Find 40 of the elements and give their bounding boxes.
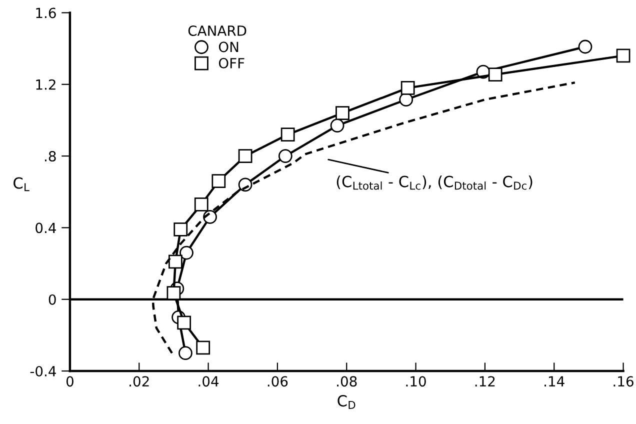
point — [578, 40, 592, 54]
y-tick-label: 1.6 — [36, 8, 56, 18]
point — [194, 197, 208, 212]
point — [168, 254, 182, 269]
text: (C$_{Ltotal}$ - C$_{Lc}$), (C$_{Dtotal}$ - C$_{Dc}$) — [336, 176, 532, 190]
x-tick-label: .02 — [130, 376, 149, 387]
x-tick-label: .12 — [475, 376, 495, 386]
y-tick-label: 1.2 — [36, 79, 56, 90]
x-tick-label: 0 — [66, 376, 74, 387]
point — [166, 286, 181, 300]
point — [330, 118, 344, 133]
point — [212, 174, 226, 188]
x-tick-label: .10 — [406, 376, 426, 387]
point — [180, 246, 194, 260]
legend-label: OFF — [218, 58, 244, 68]
point — [196, 340, 210, 355]
x-tick-label: .04 — [198, 376, 219, 387]
point — [238, 149, 252, 163]
point — [616, 48, 630, 63]
x-tick-label: .08 — [337, 376, 357, 387]
point — [399, 92, 414, 107]
legend-label: ON — [218, 42, 238, 52]
point — [336, 106, 350, 120]
point — [400, 81, 415, 95]
y-axis-title: C$_{L}$ — [14, 177, 30, 192]
y-tick-label: 0 — [48, 294, 56, 305]
point — [280, 128, 295, 142]
point — [174, 222, 188, 236]
y-tick-label: -0.4 — [30, 366, 56, 376]
y-tick-label: .8 — [45, 151, 56, 162]
point — [488, 68, 502, 82]
x-axis-title: C$_{D}$ — [338, 395, 356, 409]
x-tick-label: .06 — [268, 376, 288, 387]
point — [278, 149, 292, 163]
legend-title: CANARD — [188, 25, 246, 36]
x-tick-label: .14 — [544, 376, 564, 386]
point — [178, 346, 192, 360]
y-tick-label: 0.4 — [36, 222, 56, 234]
point — [177, 316, 192, 330]
x-tick-label: .16 — [614, 376, 634, 387]
